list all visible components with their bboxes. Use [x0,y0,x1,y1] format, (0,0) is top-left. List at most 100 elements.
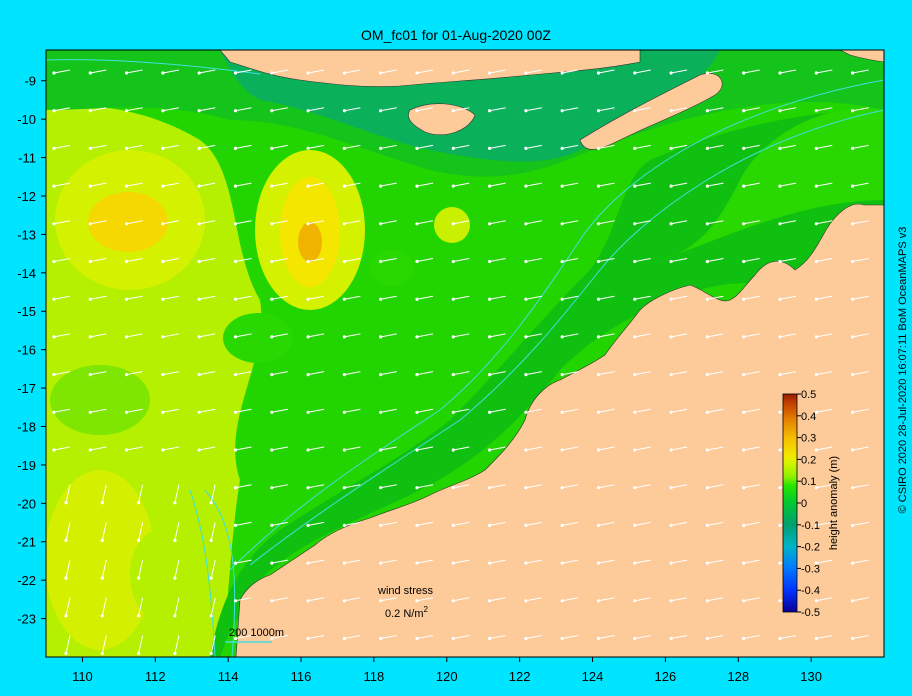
wind-arrow [562,597,579,602]
wind-arrow [634,144,651,149]
wind-arrow [707,408,724,413]
wind-arrow-head [488,486,492,490]
wind-arrow [308,597,325,602]
wind-arrow [53,408,71,413]
wind-stress-label: wind stress [377,585,434,597]
wind-arrow [199,258,216,262]
wind-arrow [525,521,542,526]
wind-arrow [707,295,724,300]
wind-arrow-head [596,222,601,226]
wind-arrow-head [197,109,201,113]
wind-arrow-head [342,297,346,301]
wind-arrow [598,635,615,639]
wind-arrow-head [596,146,601,150]
wind-arrow [308,220,325,225]
wind-arrow-head [451,146,455,150]
wind-arrow [90,144,107,149]
wind-arrow [162,446,179,451]
wind-arrow [707,559,724,564]
colorbar-tick-label: 0.2 [801,454,816,466]
wind-arrow-head [669,448,673,452]
wind-arrow-head [451,599,455,603]
wind-arrow [634,182,651,187]
wind-arrow-head [851,335,855,339]
wind-arrow [489,559,506,564]
wind-arrow [852,295,869,300]
wind-arrow-head [778,184,782,188]
wind-arrow [416,371,434,376]
wind-arrow-head [669,523,673,528]
wind-arrow-head [379,561,383,565]
wind-arrow-head [742,523,746,528]
wind-arrow-head [161,448,165,452]
wind-arrow-head [379,599,383,603]
wind-arrow [598,484,615,489]
wind-arrow-head [488,335,492,339]
wind-arrow [525,295,542,300]
lat-tick-label: -14 [17,266,36,281]
colorbar-tick-label: 0 [801,498,807,510]
wind-arrow-head [233,636,238,641]
wind-arrow-head [851,109,855,113]
wind-arrow [707,107,724,112]
wind-arrow-head [270,599,274,603]
wind-arrow [416,333,434,338]
wind-arrow [65,597,71,616]
wind-arrow-head [306,636,310,641]
wind-arrow [598,144,615,149]
wind-arrow [489,597,506,602]
wind-arrow-head [173,501,177,505]
wind-arrow-head [814,373,818,377]
wind-arrow-head [742,222,746,226]
wind-arrow-head [851,486,855,490]
wind-arrow [816,333,833,338]
wind-arrow [779,107,797,112]
wind-arrow-head [451,222,455,226]
wind-arrow-head [137,501,141,505]
wind-arrow [126,144,143,149]
wind-arrow-head [560,561,564,565]
wind-arrow [380,295,397,300]
wind-arrow [380,144,397,149]
wind-arrow-head [88,222,92,226]
wind-arrow [779,69,797,74]
wind-arrow-head [161,222,165,226]
wind-arrow [271,333,288,338]
wind-arrow-head [524,71,528,75]
wind-arrow [344,144,361,149]
wind-arrow-head [415,259,419,264]
wind-arrow-head [451,373,455,377]
lat-tick-label: -9 [24,74,36,89]
wind-arrow [816,371,833,376]
wind-arrow [65,635,71,654]
wind-arrow [852,107,869,112]
wind-arrow [743,144,760,149]
isobath-label: 200 1000m [229,627,284,639]
wind-arrow-head [161,335,165,339]
lon-tick-label: 110 [72,669,93,684]
wind-arrow-head [125,373,129,377]
wind-arrow [707,597,724,602]
wind-arrow-head [306,109,310,113]
wind-arrow [174,635,180,654]
wind-arrow-head [596,636,601,641]
wind-arrow [271,597,288,602]
wind-arrow-head [379,335,383,339]
wind-arrow [562,446,579,451]
wind-arrow [344,182,361,187]
wind-arrow-head [851,373,855,377]
wind-arrow [235,559,252,564]
wind-arrow [852,559,869,564]
wind-arrow [562,295,579,300]
wind-arrow-head [52,448,56,452]
wind-arrow [562,371,579,376]
wind-arrow [743,107,760,112]
wind-arrow-head [270,335,274,339]
colorbar: 0.5 0.4 0.3 0.2 0.1 0 -0.1 -0.2 -0.3 -0.4 -0.5 hei… [782,389,840,619]
wind-arrow [671,635,688,639]
wind-arrow-head [814,222,818,226]
longitude-axis: 110 112 114 116 118 120 122 124 126 128 130 [72,657,822,684]
wind-arrow [453,107,470,112]
wind-arrow-head [415,599,419,603]
wind-arrow-head [342,523,346,528]
